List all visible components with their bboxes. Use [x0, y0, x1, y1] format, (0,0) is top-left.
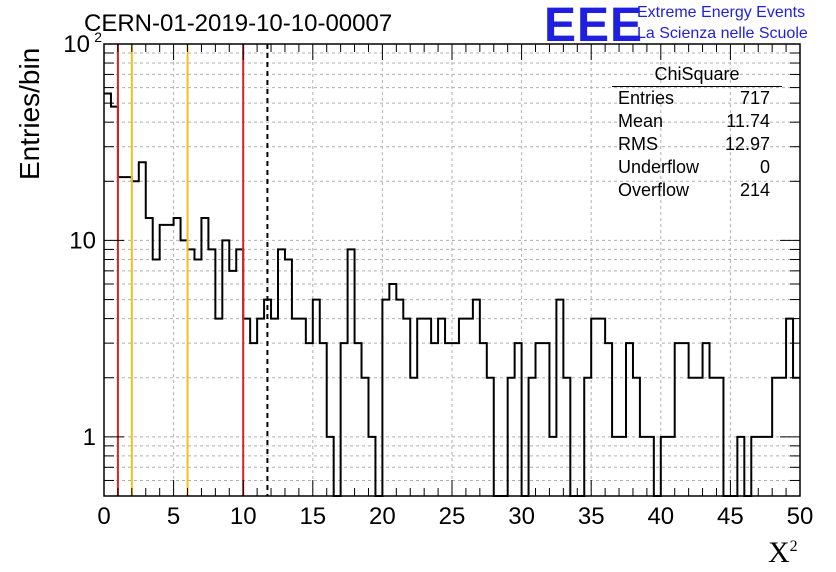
- x-axis-label-sup: 2: [789, 538, 798, 555]
- stats-value: 717: [739, 88, 770, 108]
- eee-logo: EEE: [544, 0, 644, 52]
- run-title: CERN-01-2019-10-10-00007: [84, 10, 393, 37]
- y-axis-label: Entries/bin: [14, 47, 45, 180]
- stats-label: RMS: [618, 134, 658, 154]
- axis-ticks: [103, 43, 801, 497]
- x-tick-label: 30: [508, 503, 535, 530]
- y-tick-label-exponent: 2: [94, 29, 102, 45]
- histogram: [104, 92, 800, 497]
- stats-value: 214: [739, 180, 770, 200]
- stats-box: ChiSquare Entries 717 Mean 11.74 RMS 12.97 …: [612, 64, 782, 202]
- x-tick-label: 45: [717, 503, 744, 530]
- x-tick-label: 20: [369, 503, 396, 530]
- stats-title: ChiSquare: [612, 64, 782, 87]
- stats-row-entries: Entries 717: [612, 87, 782, 110]
- stats-label: Underflow: [618, 157, 700, 177]
- logo-line1: Extreme Energy Events: [637, 4, 806, 21]
- stats-value: 12.97: [724, 134, 770, 154]
- stats-row-underflow: Underflow 0: [612, 156, 782, 179]
- stats-value: 0: [759, 157, 770, 177]
- x-axis-label: X2: [768, 536, 798, 570]
- x-tick-label: 35: [578, 503, 605, 530]
- stats-row-rms: RMS 12.97: [612, 133, 782, 156]
- stats-label: Entries: [618, 88, 675, 108]
- vertical-lines: [116, 44, 269, 496]
- histogram-line: [104, 92, 800, 497]
- y-tick-label: 10: [69, 227, 96, 254]
- stats-label: Mean: [618, 111, 664, 131]
- x-tick-label: 40: [647, 503, 674, 530]
- y-tick-label: 10: [63, 31, 90, 58]
- logo-line2: La Scienza nelle Scuole: [637, 25, 808, 42]
- y-tick-label: 1: [83, 424, 96, 451]
- x-tick-label: 0: [97, 503, 110, 530]
- x-tick-label: 15: [299, 503, 326, 530]
- x-tick-label: 10: [230, 503, 257, 530]
- x-tick-labels: 0 5 10 15 20 25 30 35 40 45 50: [97, 503, 813, 530]
- x-axis-label-base: X: [768, 536, 790, 569]
- stats-label: Overflow: [618, 180, 690, 200]
- x-tick-label: 50: [787, 503, 814, 530]
- stats-row-overflow: Overflow 214: [612, 179, 782, 202]
- stats-row-mean: Mean 11.74: [612, 110, 782, 133]
- stats-value: 11.74: [726, 111, 770, 131]
- x-tick-label: 25: [439, 503, 466, 530]
- x-tick-label: 5: [167, 503, 180, 530]
